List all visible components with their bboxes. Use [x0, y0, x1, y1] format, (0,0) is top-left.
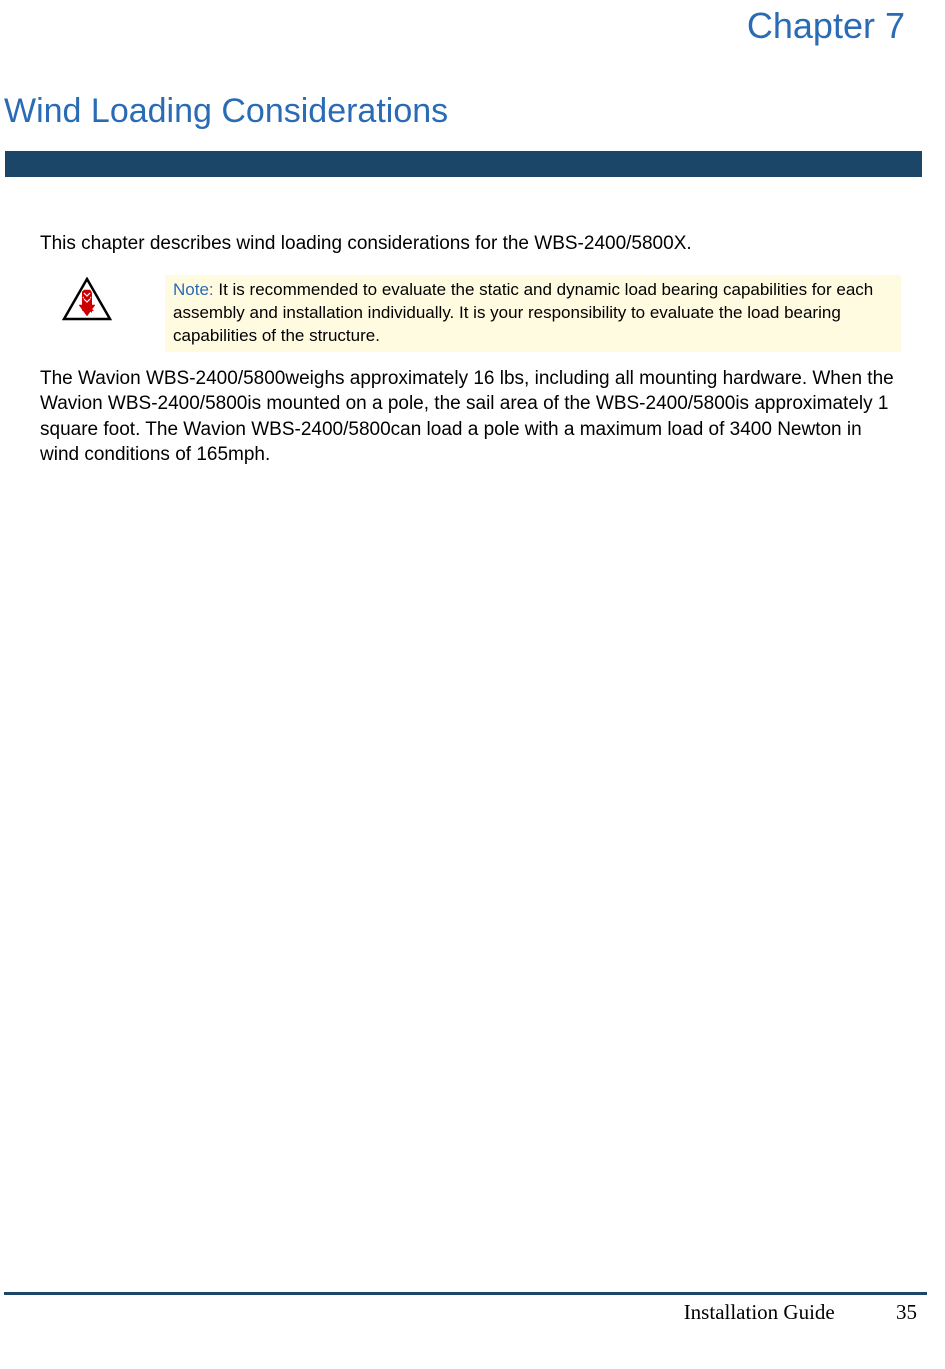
section-title: Wind Loading Considerations — [0, 47, 945, 151]
note-text: It is recommended to evaluate the static… — [173, 280, 873, 345]
footer-text: Installation Guide 35 — [0, 1295, 945, 1325]
page-footer: Installation Guide 35 — [0, 1292, 945, 1325]
footer-title: Installation Guide — [684, 1300, 835, 1324]
chapter-header: Chapter 7 — [0, 0, 945, 47]
note-callout: Note: It is recommended to evaluate the … — [40, 275, 905, 352]
intro-paragraph: This chapter describes wind loading cons… — [40, 232, 905, 257]
content-area: This chapter describes wind loading cons… — [0, 177, 945, 468]
warning-icon — [62, 277, 112, 323]
note-label: Note: — [173, 280, 214, 299]
footer-page-number: 35 — [896, 1300, 917, 1324]
body-paragraph: The Wavion WBS-2400/5800weighs approxima… — [40, 366, 905, 469]
note-box: Note: It is recommended to evaluate the … — [165, 275, 901, 352]
warning-icon-container — [40, 275, 165, 328]
divider-bar — [5, 151, 922, 177]
